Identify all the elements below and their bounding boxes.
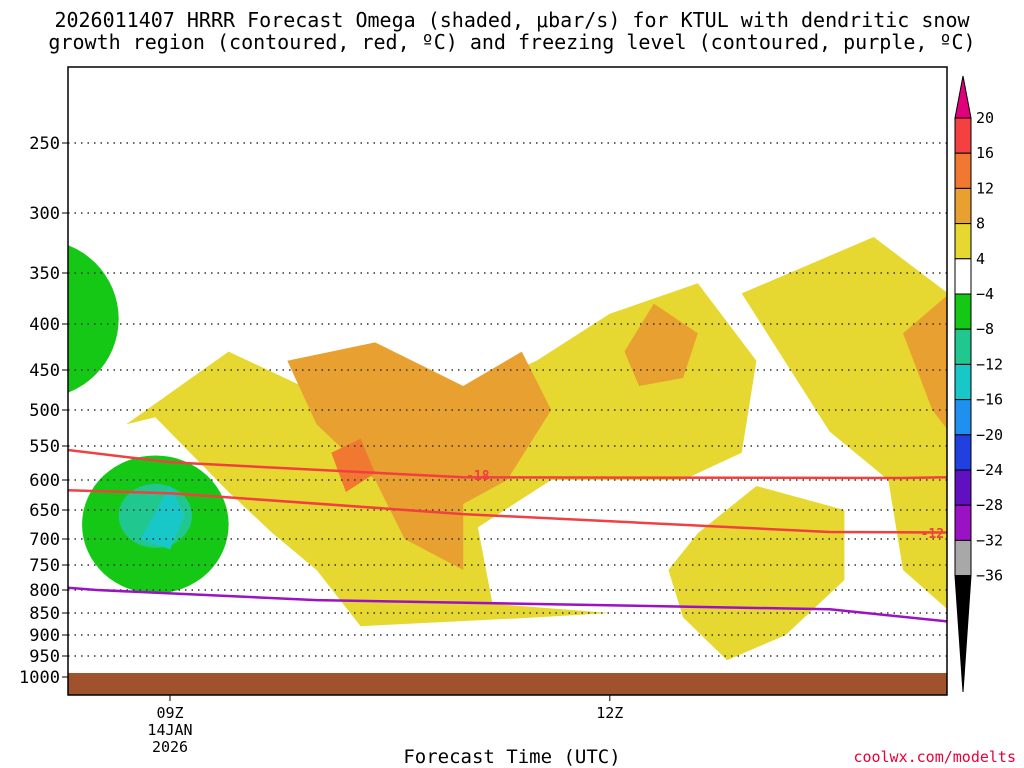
plot-layers: -18-18-120 xyxy=(68,142,947,695)
plot-frame xyxy=(67,66,948,696)
y-tick-label-450: 450 xyxy=(29,361,60,381)
credit-link[interactable]: coolwx.com/modelts xyxy=(853,748,1016,766)
omega-lightorange-west xyxy=(287,342,552,570)
colorbar-label-7: −12 xyxy=(976,355,1003,373)
colorbar-label-2: 12 xyxy=(976,179,994,197)
colorbar-arrow-bottom xyxy=(954,575,972,693)
colorbar-swatch-12 xyxy=(954,504,972,541)
colorbar-swatch-3 xyxy=(954,187,972,225)
colorbar-label-6: −8 xyxy=(976,320,994,338)
upward-8-to-4-west xyxy=(68,245,119,393)
y-tick-label-850: 850 xyxy=(29,604,60,624)
contour-freezing-0 xyxy=(68,586,947,623)
y-tick-label-1000: 1000 xyxy=(19,668,60,688)
chart-title-line-1: 2026011407 HRRR Forecast Omega (shaded, … xyxy=(54,8,970,32)
colorbar-label-13: −36 xyxy=(976,567,1003,585)
contour-dendritic-12 xyxy=(68,489,947,534)
y-tick-label-550: 550 xyxy=(29,437,60,457)
y-tick-label-800: 800 xyxy=(29,581,60,601)
colorbar-swatch-11 xyxy=(954,469,972,506)
colorbar-swatch-4 xyxy=(954,223,972,260)
omega-yellow-lower xyxy=(668,486,845,661)
colorbar-label-11: −28 xyxy=(976,496,1003,514)
y-tick-label-600: 600 xyxy=(29,471,60,491)
y-tick-label-500: 500 xyxy=(29,401,60,421)
contour-label-dendritic-12: -12 xyxy=(921,527,944,542)
colorbar-swatch-10 xyxy=(954,434,972,471)
colorbar-swatch-2 xyxy=(954,152,972,189)
omega-yellow-center xyxy=(741,237,947,609)
y-tick-label-950: 950 xyxy=(29,647,60,667)
colorbar-swatch-13 xyxy=(954,539,972,577)
omega-orange-small xyxy=(331,438,376,492)
colorbar-swatch-1 xyxy=(954,117,972,154)
colorbar-label-3: 8 xyxy=(976,215,985,233)
y-tick-label-400: 400 xyxy=(29,315,60,335)
colorbar-swatch-5 xyxy=(954,258,972,295)
colorbar-label-10: −24 xyxy=(976,461,1003,479)
y-tick-label-700: 700 xyxy=(29,530,60,550)
colorbar-label-1: 16 xyxy=(976,144,994,162)
y-tick-label-250: 250 xyxy=(29,134,60,154)
colorbar-label-12: −32 xyxy=(976,531,1003,549)
y-tick-label-900: 900 xyxy=(29,626,60,646)
omega-cyan-core xyxy=(140,486,185,550)
chart-title-line-2: growth region (contoured, red, ºC) and f… xyxy=(48,30,976,54)
x-tick-label-0: 09Z xyxy=(156,704,183,722)
x-tick-year-0: 2026 xyxy=(152,738,188,756)
ground-terrain xyxy=(68,673,947,695)
colorbar-arrow-top xyxy=(954,75,972,119)
colorbar-label-4: 4 xyxy=(976,250,985,268)
x-tick-label-1: 12Z xyxy=(596,704,623,722)
omega-lightorange-center xyxy=(903,295,947,429)
colorbar-swatch-8 xyxy=(954,363,972,401)
colorbar-swatch-9 xyxy=(954,399,972,436)
contour-label-dendritic-18: -18 xyxy=(466,469,490,484)
contour-dendritic-18 xyxy=(68,448,947,480)
colorbar-label-5: −4 xyxy=(976,285,994,303)
colorbar-swatch-6 xyxy=(954,293,972,330)
x-tick-date-0: 14JAN xyxy=(147,721,192,739)
y-tick-label-350: 350 xyxy=(29,264,60,284)
y-tick-label-650: 650 xyxy=(29,501,60,521)
y-tick-label-750: 750 xyxy=(29,556,60,576)
colorbar-label-8: −16 xyxy=(976,391,1003,409)
colorbar-label-9: −20 xyxy=(976,426,1003,444)
colorbar-label-0: 20 xyxy=(976,109,994,127)
colorbar-swatch-7 xyxy=(954,328,972,365)
x-axis-label: Forecast Time (UTC) xyxy=(403,746,621,768)
y-tick-label-300: 300 xyxy=(29,204,60,224)
